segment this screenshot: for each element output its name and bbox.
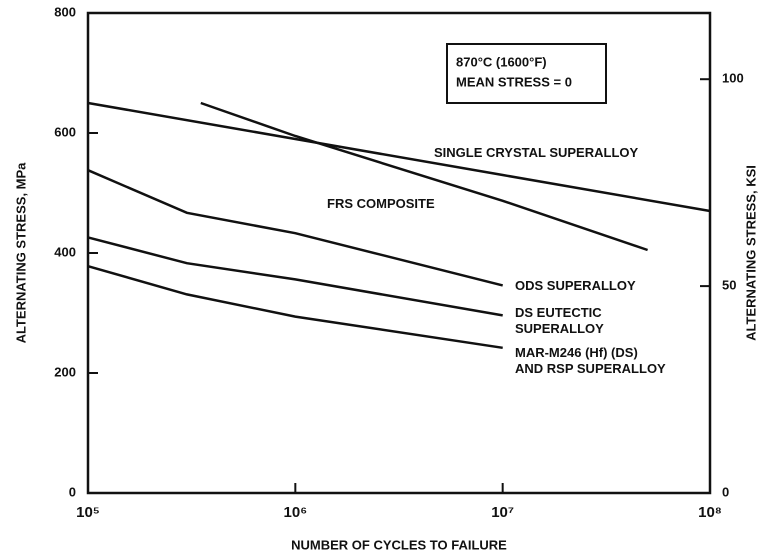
y-tick-label: 200 (54, 364, 76, 379)
series-line (87, 236, 503, 317)
series-label: SINGLE CRYSTAL SUPERALLOY (434, 145, 639, 160)
y-axis-label: ALTERNATING STRESS, MPa (13, 162, 28, 344)
series-line (200, 101, 649, 252)
y-tick-label: 400 (54, 244, 76, 259)
annotation: MEAN STRESS = 0 (456, 74, 572, 89)
series-line (87, 101, 711, 213)
series-label: MAR-M246 (Hf) (DS) AND RSP SUPERALLOY (515, 345, 666, 376)
y-tick-label: 0 (69, 484, 76, 499)
series-label: DS EUTECTIC SUPERALLOY (515, 305, 604, 336)
x-tick-label: 10⁸ (698, 504, 722, 521)
y2-axis-label: ALTERNATING STRESS, KSI (743, 165, 758, 341)
annotation: 870°C (1600°F) (456, 54, 547, 69)
series-line (87, 169, 504, 287)
plot-frame (86, 11, 712, 495)
x-tick-label: 10⁵ (76, 504, 100, 521)
y-tick-label: 600 (54, 124, 76, 139)
y2-tick-label: 100 (722, 71, 744, 86)
series-label: FRS COMPOSITE (327, 196, 435, 211)
x-tick-label: 10⁷ (491, 504, 514, 521)
x-axis-label: NUMBER OF CYCLES TO FAILURE (291, 537, 507, 552)
series-label: ODS SUPERALLOY (515, 278, 636, 293)
y2-tick-label: 50 (722, 278, 736, 293)
x-tick-label: 10⁶ (284, 504, 308, 521)
annotation-box (446, 43, 607, 104)
series-line (87, 264, 503, 350)
y2-tick-label: 0 (722, 484, 729, 499)
y-tick-label: 800 (54, 4, 76, 19)
